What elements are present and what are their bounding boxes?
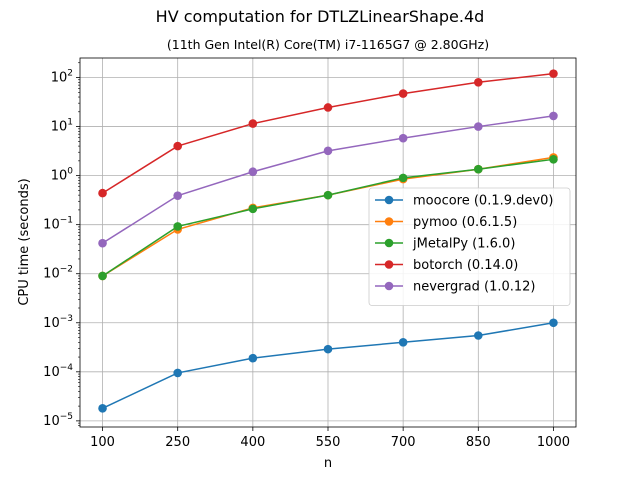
data-point [549,318,558,328]
y-tick-label: 10−4 [43,363,73,380]
x-tick-label: 700 [391,435,416,450]
chart-subtitle: (11th Gen Intel(R) Core(TM) i7-1165G7 @ … [167,37,489,52]
legend-marker [384,260,394,269]
x-tick-label: 1000 [537,435,570,450]
x-tick-label: 100 [90,435,115,450]
data-point [248,353,258,363]
data-point [248,167,258,177]
data-point [323,190,333,200]
series-3 [98,69,558,198]
legend-marker [384,217,394,226]
legend-item: nevergrad (1.0.12) [375,280,535,295]
data-point [474,331,483,340]
data-point [549,155,558,164]
legend-item: botorch (0.14.0) [375,258,518,273]
x-tick-label: 250 [165,435,190,450]
y-tick-label: 10−3 [43,314,73,331]
y-tick-label: 100 [51,167,74,184]
data-point [474,77,483,87]
legend-marker [384,281,394,291]
data-point [323,103,333,112]
legend-box [368,187,571,306]
data-point [549,111,558,121]
data-point [248,204,258,214]
axes-frame [79,57,577,428]
plot-area: 100 250 400 550 700 850 1000 10−5 10−4 10−3 10−2 10… [43,57,577,450]
chart-title: HV computation for DTLZLinearShape.4d [156,7,485,26]
data-point [248,119,258,128]
y-tick-label: 101 [51,118,73,135]
series-2 [98,155,558,281]
legend-label: pymoo (0.6.1.5) [413,215,517,230]
data-point [173,222,182,231]
series-0 [98,318,558,413]
data-point [98,238,107,248]
data-point [474,164,483,174]
series-4 [98,111,558,248]
data-point [323,344,333,354]
legend-label: nevergrad (1.0.12) [413,280,535,295]
data-point [549,69,558,78]
legend-item: jMetalPy (1.6.0) [375,237,515,252]
data-point [398,133,408,143]
legend-marker [384,238,394,248]
x-tick-label: 850 [466,435,491,450]
x-axis-label: n [324,456,332,471]
data-point [398,337,408,347]
y-axis-label: CPU time (seconds) [17,178,32,305]
legend-label: jMetalPy (1.6.0) [412,237,515,252]
y-tick-label: 10−2 [43,265,73,282]
data-point [323,146,333,156]
y-tick-label: 102 [51,69,73,86]
legend-label: botorch (0.14.0) [413,258,518,273]
data-point [173,368,182,378]
data-point [98,271,107,281]
data-point [474,122,483,131]
legend-item: moocore (0.1.9.dev0) [375,194,553,209]
legend: moocore (0.1.9.dev0) pymoo (0.6.1.5) jMeta… [368,187,571,306]
legend-item: pymoo (0.6.1.5) [375,215,517,230]
data-point [173,141,182,151]
data-point [98,188,107,198]
legend-label: moocore (0.1.9.dev0) [413,194,553,209]
data-point [98,404,107,413]
data-point [398,173,408,183]
data-point [398,89,408,98]
legend-marker [384,195,394,205]
x-tick-label: 550 [316,435,341,450]
y-tick-label: 10−5 [43,412,73,429]
x-tick-label: 400 [240,435,265,450]
y-tick-label: 10−1 [43,216,73,233]
data-point [173,191,182,200]
